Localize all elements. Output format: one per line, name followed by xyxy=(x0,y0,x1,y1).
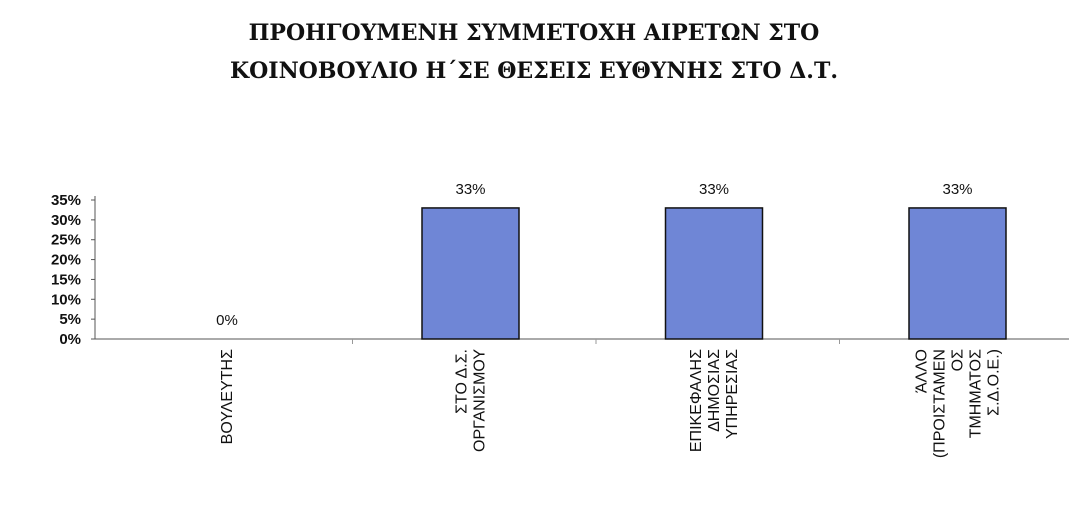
y-tick-label: 30% xyxy=(51,212,81,229)
category-label-3-line-0: ΆΛΛΟ xyxy=(914,349,931,393)
bar-1 xyxy=(421,207,520,340)
data-label-2: 33% xyxy=(699,181,729,198)
bars xyxy=(421,207,1007,340)
category-label-2-line-0: ΕΠΙΚΕΦΑΛΗΣ xyxy=(688,349,705,452)
y-tick-label: 25% xyxy=(51,232,81,249)
x-axis-labels: ΒΟΥΛΕΥΤΗΣ ΣΤΟ Δ.Σ. ΟΡΓΑΝΙΣΜΟΥ ΕΠΙΚΕΦΑΛΗΣ ΔΗΜ… xyxy=(219,349,1003,458)
chart-title-line-2: ΚΟΙΝΟΒΟΥΛΙΟ Η΄ΣΕ ΘΕΣΕΙΣ ΕΥΘΥΝΗΣ ΣΤΟ Δ.Τ. xyxy=(230,58,838,84)
y-tick-label: 35% xyxy=(51,192,81,209)
category-label-3-line-2: ΟΣ xyxy=(950,349,967,371)
y-tick-label: 20% xyxy=(51,252,81,269)
y-tick-label: 5% xyxy=(59,311,81,328)
category-label-0-line-0: ΒΟΥΛΕΥΤΗΣ xyxy=(219,349,236,444)
data-labels: 0% 33% 33% 33% xyxy=(216,181,972,329)
y-tick-label: 0% xyxy=(59,331,81,348)
category-label-3-line-1: (ΠΡΟΙΣΤΑΜΕΝ xyxy=(932,349,949,458)
y-axis: 0% 5% 10% 15% 20% 25% 30% 35% xyxy=(51,192,1069,348)
chart-title-line-1: ΠΡΟΗΓΟΥΜΕΝΗ ΣΥΜΜΕΤΟΧΗ ΑΙΡΕΤΩΝ ΣΤΟ xyxy=(249,20,820,46)
category-label-2-line-2: ΥΠΗΡΕΣΙΑΣ xyxy=(724,349,741,439)
data-label-3: 33% xyxy=(942,181,972,198)
y-tick-label: 15% xyxy=(51,271,81,288)
category-label-1-line-1: ΟΡΓΑΝΙΣΜΟΥ xyxy=(472,349,489,452)
y-tick-label: 10% xyxy=(51,291,81,308)
bar-3 xyxy=(908,207,1007,340)
category-label-3-line-4: Σ.Δ.Ο.Ε.) xyxy=(986,349,1003,416)
bar-2 xyxy=(664,207,764,340)
data-label-0: 0% xyxy=(216,312,238,329)
category-label-2-line-1: ΔΗΜΟΣΙΑΣ xyxy=(706,349,723,432)
data-label-1: 33% xyxy=(455,181,485,198)
category-label-3-line-3: ΤΜΗΜΑΤΟΣ xyxy=(968,349,985,438)
category-label-1-line-0: ΣΤΟ Δ.Σ. xyxy=(454,349,471,414)
